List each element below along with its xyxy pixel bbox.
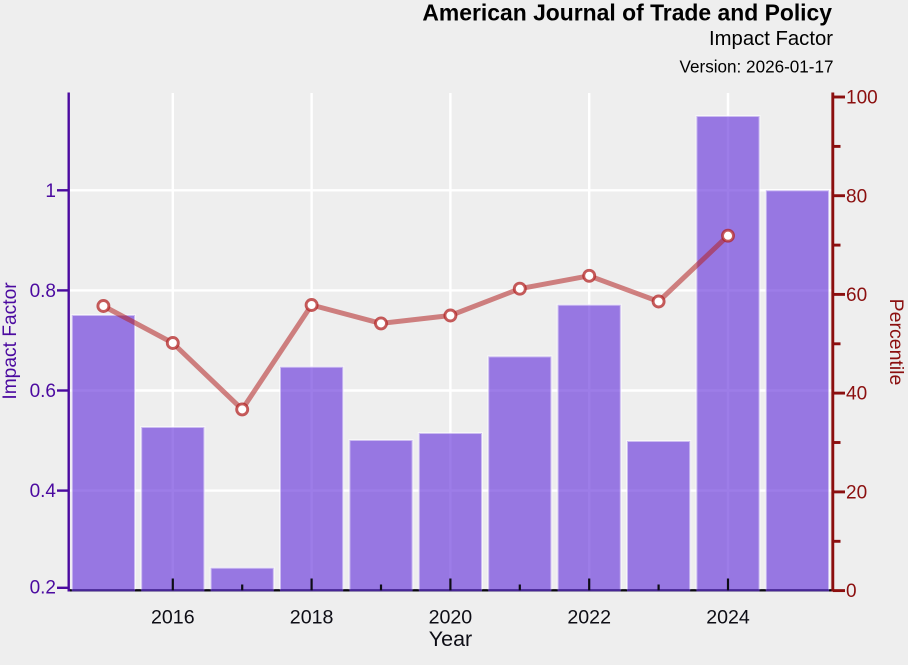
svg-text:0: 0 — [846, 581, 857, 602]
svg-text:0.2: 0.2 — [30, 578, 56, 599]
svg-text:Percentile: Percentile — [885, 299, 907, 386]
svg-text:2020: 2020 — [429, 607, 473, 629]
svg-text:2016: 2016 — [151, 607, 195, 629]
svg-text:Impact Factor: Impact Factor — [709, 28, 833, 50]
svg-text:2018: 2018 — [290, 607, 334, 629]
svg-text:Impact Factor: Impact Factor — [0, 282, 21, 400]
svg-text:American Journal of Trade and: American Journal of Trade and Policy — [422, 0, 832, 25]
svg-text:0.8: 0.8 — [30, 281, 56, 302]
svg-text:40: 40 — [846, 384, 867, 405]
svg-text:Version: 2026-01-17: Version: 2026-01-17 — [680, 57, 834, 76]
svg-text:60: 60 — [846, 285, 867, 306]
svg-text:20: 20 — [846, 483, 867, 504]
svg-text:2024: 2024 — [706, 607, 750, 629]
svg-text:0.6: 0.6 — [30, 381, 56, 402]
svg-text:80: 80 — [846, 186, 867, 207]
svg-text:0.4: 0.4 — [30, 481, 57, 502]
svg-text:100: 100 — [846, 88, 878, 109]
svg-text:Year: Year — [429, 627, 472, 651]
svg-text:1: 1 — [45, 181, 56, 202]
svg-text:2022: 2022 — [567, 607, 611, 629]
